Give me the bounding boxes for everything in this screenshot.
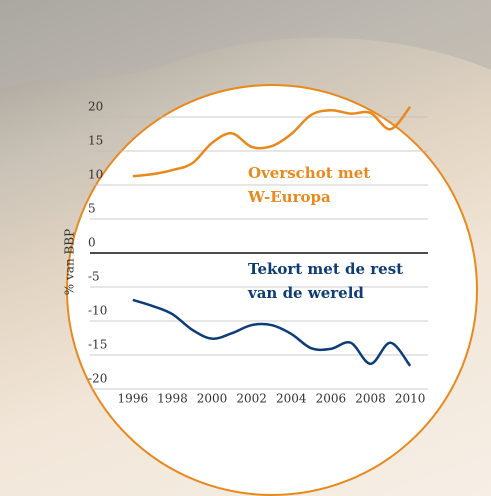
train-shape bbox=[0, 0, 491, 90]
x-tick-label: 1996 bbox=[118, 392, 149, 406]
y-tick-label: -20 bbox=[88, 372, 107, 386]
x-tick-label: 2002 bbox=[236, 392, 267, 406]
y-tick-label: -5 bbox=[88, 270, 100, 284]
y-tick-label: 15 bbox=[88, 134, 103, 148]
chart: % van BBP 20 15 10 5 0 -5 -10 -15 -20 1996 1998 200… bbox=[0, 0, 491, 496]
annotation: Overschot met bbox=[248, 164, 370, 182]
y-tick-label: -15 bbox=[88, 338, 107, 352]
annotation: van de wereld bbox=[247, 284, 364, 302]
x-tick-label: 2000 bbox=[197, 392, 228, 406]
x-tick-label: 2010 bbox=[395, 392, 426, 406]
y-tick-label: 20 bbox=[88, 100, 103, 114]
x-tick-label: 2008 bbox=[355, 392, 386, 406]
x-tick-label: 1998 bbox=[157, 392, 188, 406]
y-tick-label: -10 bbox=[88, 304, 107, 318]
annotation: Tekort met de rest bbox=[248, 260, 403, 278]
y-axis-label: % van BBP bbox=[63, 229, 77, 295]
y-tick-label: 0 bbox=[88, 236, 96, 250]
x-tick-label: 2006 bbox=[316, 392, 347, 406]
y-tick-label: 10 bbox=[88, 168, 103, 182]
annotation: W-Europa bbox=[247, 188, 331, 206]
x-tick-label: 2004 bbox=[276, 392, 307, 406]
y-tick-label: 5 bbox=[88, 202, 96, 216]
